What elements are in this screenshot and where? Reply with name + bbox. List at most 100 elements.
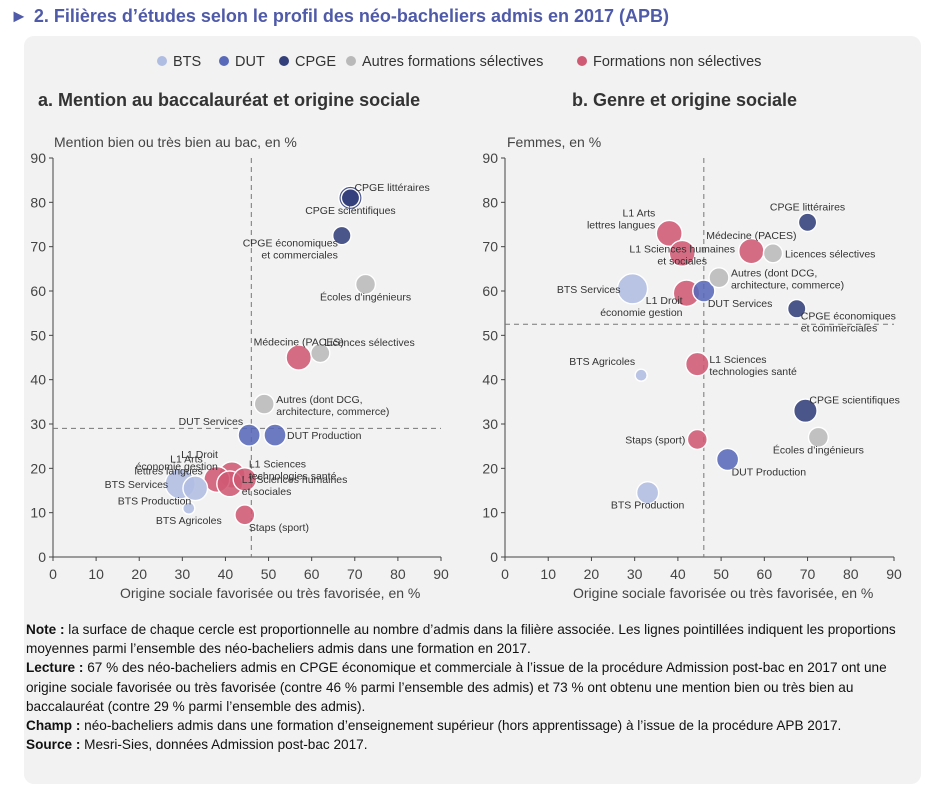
bubble-label: L1 Arts lettres langues <box>587 207 655 231</box>
bubble-label-line: technologies santé <box>709 366 797 378</box>
bubble-label: BTS Agricoles <box>156 515 222 527</box>
bubble-label-line: et sociales <box>657 255 707 267</box>
bubble <box>634 368 648 382</box>
x-tick-label: 40 <box>670 566 686 582</box>
bubble-label: Licences sélectives <box>324 337 414 349</box>
bubble-label: L1 Droit économie gestion <box>600 295 682 319</box>
bubble-label: DUT Production <box>287 430 362 442</box>
bubble-label-line: lettres langues <box>587 219 655 231</box>
figure-panel <box>24 36 921 784</box>
bubble <box>715 447 740 472</box>
bubble-label: L1 Sciences technologies santé <box>709 354 797 378</box>
bubble-label: BTS Production <box>611 500 685 512</box>
y-tick-label: 30 <box>30 416 46 432</box>
bubble <box>708 267 730 289</box>
bubble-label: Staps (sport) <box>625 435 685 447</box>
x-tick-label: 70 <box>800 566 816 582</box>
bubble <box>285 344 313 371</box>
bubble-label: L1 Sciences humaines et sociales <box>629 243 735 267</box>
bubble <box>234 504 256 526</box>
bubble-label-line: CPGE économiques <box>801 311 896 323</box>
y-tick-label: 70 <box>482 239 498 255</box>
champ-paragraph: Champ : néo-bacheliers admis dans une fo… <box>26 716 906 735</box>
bubble-label-line: lettres langues <box>135 465 203 477</box>
bubble <box>762 243 784 264</box>
bubble-label-line: Autres (dont DCG, <box>276 394 362 406</box>
lecture-paragraph: Lecture : 67 % des néo-bacheliers admis … <box>26 658 906 716</box>
bubble-label: Autres (dont DCG, architecture, commerce) <box>731 268 844 292</box>
x-tick-label: 80 <box>390 566 406 582</box>
bubble-label: Autres (dont DCG, architecture, commerce) <box>276 394 389 418</box>
triangle-icon: ► <box>10 6 28 26</box>
x-tick-label: 20 <box>131 566 147 582</box>
y-tick-label: 40 <box>30 372 46 388</box>
y-tick-label: 50 <box>482 327 498 343</box>
bubble <box>655 219 683 247</box>
bubble <box>332 225 352 246</box>
source-label: Source : <box>26 737 81 753</box>
x-axis-label: Origine sociale favorisée ou très favori… <box>120 585 420 601</box>
x-tick-label: 40 <box>218 566 234 582</box>
y-axis-label: Femmes, en % <box>507 134 601 150</box>
bubble-label: DUT Services <box>708 298 773 310</box>
champ-text: néo-bacheliers admis dans une formation … <box>80 718 842 734</box>
bubble <box>263 423 287 447</box>
bubble-label: Écoles d’ingénieurs <box>320 290 411 303</box>
bubble-label: Médecine (PACES) <box>706 230 796 242</box>
bubble-label-line: L1 Droit <box>646 295 683 307</box>
y-tick-label: 80 <box>482 194 498 210</box>
bubble-label: Médecine (PACES) <box>254 337 344 349</box>
bubble-label-line: L1 Arts <box>170 453 203 465</box>
bubble <box>807 426 829 448</box>
y-tick-label: 60 <box>30 283 46 299</box>
bubble <box>182 501 196 515</box>
figure-title-text: 2. Filières d’études selon le profil des… <box>33 6 670 26</box>
bubble-label-line: et commerciales <box>261 250 337 262</box>
bubble <box>668 239 696 267</box>
lecture-text: 67 % des néo-bacheliers admis en CPGE éc… <box>26 660 887 714</box>
bubble <box>310 342 331 364</box>
legend-swatch-icon <box>219 56 229 66</box>
bubble-label-line: économie gestion <box>600 307 682 319</box>
y-tick-label: 0 <box>38 549 46 565</box>
x-tick-label: 0 <box>501 566 509 582</box>
y-tick-label: 10 <box>30 505 46 521</box>
bubble <box>616 273 649 305</box>
legend-label: DUT <box>235 54 265 70</box>
bubble-label: Staps (sport) <box>249 522 309 534</box>
y-tick-label: 70 <box>30 239 46 255</box>
chart-title: b. Genre et origine sociale <box>572 90 797 110</box>
chart-b: b. Genre et origine sociale Femmes, en % O… <box>482 90 902 601</box>
bubble-label-line: et sociales <box>242 486 292 498</box>
bubble-label: L1 Sciences technologies santé <box>249 458 337 482</box>
bubble <box>635 481 660 505</box>
champ-label: Champ : <box>26 718 81 734</box>
bubble-label-line: architecture, commerce) <box>731 280 844 292</box>
bubble-label-line: CPGE économiques <box>243 238 338 250</box>
x-tick-label: 50 <box>713 566 729 582</box>
bubble-label-line: Autres (dont DCG, <box>731 268 817 280</box>
source-paragraph: Source : Mesri-Sies, données Admission p… <box>26 735 906 754</box>
source-text: Mesri-Sies, données Admission post-bac 2… <box>80 737 368 753</box>
x-tick-label: 70 <box>347 566 363 582</box>
y-tick-label: 30 <box>482 416 498 432</box>
chart-title: a. Mention au baccalauréat et origine so… <box>38 90 420 110</box>
bubble-label: CPGE littéraires <box>354 182 429 194</box>
bubble <box>686 428 708 451</box>
legend-label: Autres formations sélectives <box>362 54 543 70</box>
y-axis-label: Mention bien ou très bien au bac, en % <box>54 134 297 150</box>
y-tick-label: 50 <box>30 327 46 343</box>
legend-swatch-icon <box>346 56 356 66</box>
note-label: Note : <box>26 622 65 637</box>
notes-block: Note : la surface de chaque cercle est p… <box>26 620 906 754</box>
bubble <box>354 273 377 295</box>
y-tick-label: 40 <box>482 372 498 388</box>
bubble <box>232 467 258 492</box>
x-tick-label: 90 <box>886 566 902 582</box>
bubble-label-line: L1 Droit <box>181 449 218 461</box>
bubble-label: BTS Services <box>557 284 621 296</box>
bubble <box>797 212 818 233</box>
y-tick-label: 80 <box>30 194 46 210</box>
bubble <box>738 237 765 265</box>
x-tick-label: 60 <box>304 566 320 582</box>
